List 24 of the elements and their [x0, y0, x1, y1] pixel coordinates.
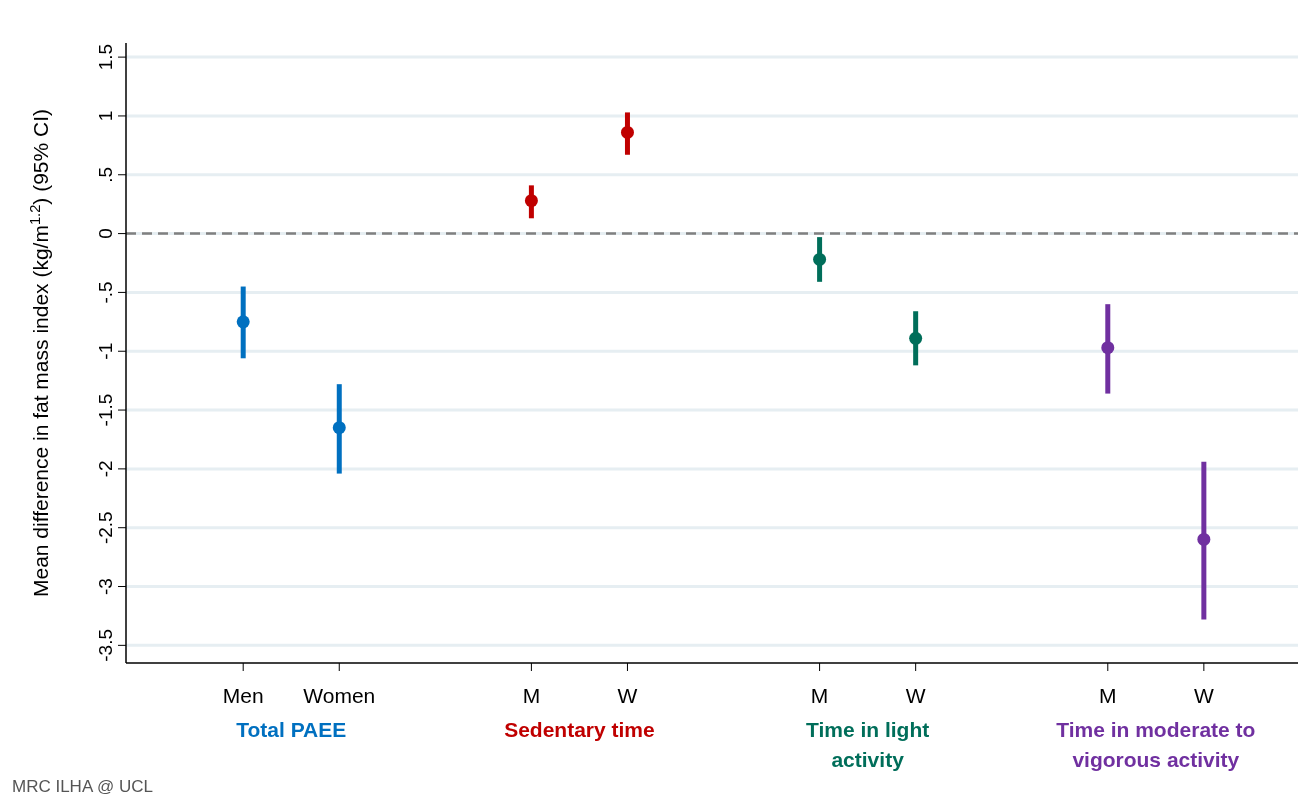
x-tick-label: W — [905, 684, 926, 707]
text: Total PAEE — [236, 718, 347, 741]
x-tick-label: M — [1099, 684, 1117, 707]
text: Time in light activity — [805, 718, 930, 771]
y-tick-label: -1.5 — [95, 393, 116, 427]
y-tick-label: 1.5 — [95, 43, 116, 71]
y-tick-label: -2 — [95, 460, 116, 478]
y-tick-label: -3.5 — [95, 628, 116, 662]
x-tick-label: Women — [303, 684, 376, 707]
x-tick-label: W — [617, 684, 638, 707]
y-tick-label: -3 — [95, 578, 116, 595]
text: MRC ILHA @ UCL — [12, 777, 154, 796]
x-tick-label: W — [1193, 684, 1214, 707]
y-tick-label: -.5 — [95, 281, 116, 304]
y-tick-label: .5 — [95, 166, 116, 183]
x-tick-label: M — [810, 684, 829, 707]
text: Sedentary time — [504, 718, 655, 741]
x-tick-label: Men — [222, 684, 264, 707]
y-tick-label: 0 — [95, 228, 116, 239]
y-tick-label: 1 — [95, 110, 116, 122]
y-tick-label: -1 — [95, 342, 116, 360]
y-tick-label: -2.5 — [95, 511, 116, 545]
text: Time in moderate to vigorous activity — [1056, 718, 1256, 771]
x-tick-label: M — [522, 684, 541, 707]
